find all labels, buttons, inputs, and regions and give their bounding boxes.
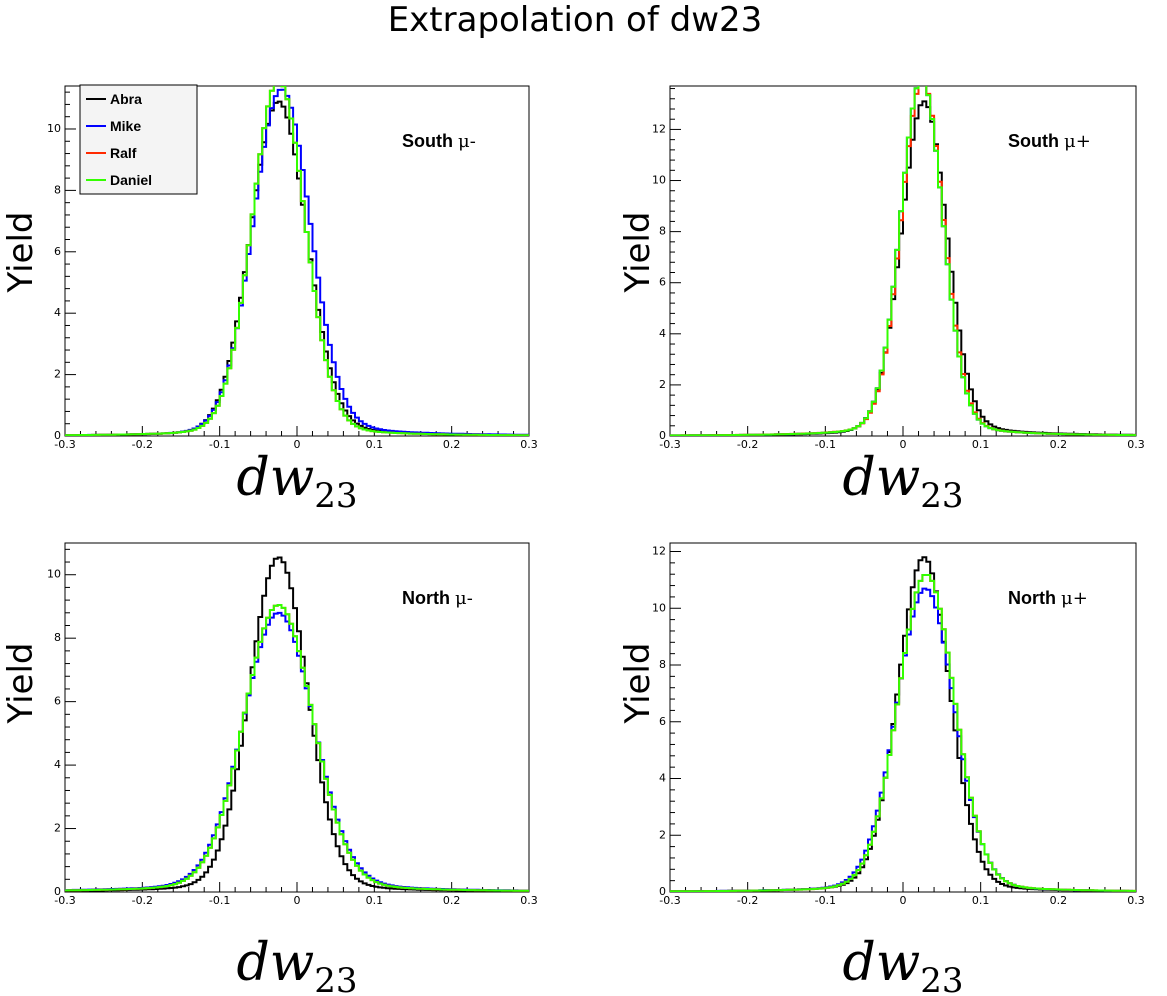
legend-label-daniel: Daniel <box>110 172 152 188</box>
y-tick-label: 0 <box>659 429 666 442</box>
y-tick-label: 4 <box>54 306 61 319</box>
y-tick-label: 8 <box>54 631 61 644</box>
series-daniel-line <box>65 604 529 892</box>
panel-label: North μ+ <box>1008 588 1088 609</box>
page-title: Extrapolation of dw23 <box>387 0 763 40</box>
x-axis-label: dw23 <box>236 448 357 516</box>
x-axis-label: dw23 <box>842 448 963 516</box>
y-tick-label: 0 <box>54 429 61 442</box>
x-tick-label: -0.2 <box>737 438 758 451</box>
panel-1: -0.3 -0.2 -0.1 0 0.1 0.2 0.3 0 2 4 6 8 10 12 Yield dw23… <box>618 85 1145 516</box>
x-tick-label: -0.1 <box>209 438 230 451</box>
x-tick-label: 0 <box>294 438 301 451</box>
y-tick-label: 8 <box>659 658 666 671</box>
y-tick-label: 12 <box>652 545 666 558</box>
y-tick-label: 10 <box>47 568 61 581</box>
panel-label: North μ- <box>402 588 473 609</box>
y-tick-label: 6 <box>54 695 61 708</box>
panel-0: -0.3 -0.2 -0.1 0 0.1 0.2 0.3 0 2 4 6 8 10 Yield dw23 So… <box>1 84 538 516</box>
x-tick-label: 0.1 <box>972 894 990 907</box>
y-axis-label: Yield <box>1 212 41 294</box>
legend-label-mike: Mike <box>110 118 141 134</box>
x-tick-label: -0.3 <box>54 894 75 907</box>
y-tick-label: 12 <box>652 122 666 135</box>
x-tick-label: -0.2 <box>132 894 153 907</box>
x-tick-label: -0.3 <box>54 438 75 451</box>
x-tick-label: -0.3 <box>659 894 680 907</box>
x-tick-label: 0.3 <box>520 438 538 451</box>
x-tick-label: -0.2 <box>132 438 153 451</box>
series-daniel-line <box>65 86 529 436</box>
x-tick-label: 0 <box>900 438 907 451</box>
legend: Abra Mike Ralf Daniel <box>79 84 198 195</box>
panel-2: -0.3 -0.2 -0.1 0 0.1 0.2 0.3 0 2 4 6 8 10 Yield dw23 No… <box>1 542 538 996</box>
x-tick-label: 0.3 <box>1127 438 1145 451</box>
x-axis-label: dw23 <box>236 933 357 996</box>
y-tick-label: 4 <box>659 327 666 340</box>
series-ralf-line <box>670 574 1136 892</box>
x-tick-label: -0.1 <box>815 894 836 907</box>
legend-box <box>79 84 198 195</box>
y-axis-label: Yield <box>618 212 658 294</box>
legend-label-ralf: Ralf <box>110 145 137 161</box>
y-axis-label: Yield <box>618 643 658 725</box>
x-tick-label: 0.1 <box>972 438 990 451</box>
y-tick-label: 10 <box>652 601 666 614</box>
y-axis-label: Yield <box>1 643 41 725</box>
y-tick-label: 0 <box>54 885 61 898</box>
y-tick-label: 8 <box>54 183 61 196</box>
panel-3: -0.3 -0.2 -0.1 0 0.1 0.2 0.3 0 2 4 6 8 10 12 Yield dw23… <box>618 542 1145 996</box>
y-tick-label: 2 <box>659 378 666 391</box>
series-daniel-line <box>670 86 1136 436</box>
x-tick-label: -0.3 <box>659 438 680 451</box>
y-tick-label: 4 <box>54 758 61 771</box>
legend-label-abra: Abra <box>110 91 142 107</box>
x-tick-label: 0.2 <box>1050 438 1068 451</box>
y-tick-label: 2 <box>54 368 61 381</box>
y-tick-label: 8 <box>659 225 666 238</box>
x-tick-label: 0.3 <box>520 894 538 907</box>
y-tick-label: 10 <box>652 174 666 187</box>
x-tick-label: 0 <box>294 894 301 907</box>
series-mike-line <box>65 611 529 892</box>
series-mike-line <box>670 587 1136 892</box>
x-tick-label: 0.2 <box>443 438 461 451</box>
x-tick-label: 0.2 <box>1050 894 1068 907</box>
x-tick-label: 0.1 <box>366 438 384 451</box>
x-tick-label: 0.3 <box>1127 894 1145 907</box>
x-tick-label: -0.1 <box>815 438 836 451</box>
y-tick-label: 4 <box>659 772 666 785</box>
x-tick-label: 0.1 <box>366 894 384 907</box>
panel-label: South μ+ <box>1008 131 1091 152</box>
y-tick-label: 6 <box>659 715 666 728</box>
x-tick-label: 0 <box>900 894 907 907</box>
y-tick-label: 2 <box>54 822 61 835</box>
series-daniel-line <box>670 574 1136 892</box>
y-tick-label: 10 <box>47 122 61 135</box>
x-tick-label: -0.2 <box>737 894 758 907</box>
panel-label: South μ- <box>402 131 476 152</box>
y-tick-label: 6 <box>659 276 666 289</box>
x-tick-label: 0.2 <box>443 894 461 907</box>
y-tick-label: 6 <box>54 245 61 258</box>
x-axis-label: dw23 <box>842 933 963 996</box>
y-tick-label: 2 <box>659 828 666 841</box>
y-tick-label: 0 <box>659 885 666 898</box>
x-tick-label: -0.1 <box>209 894 230 907</box>
